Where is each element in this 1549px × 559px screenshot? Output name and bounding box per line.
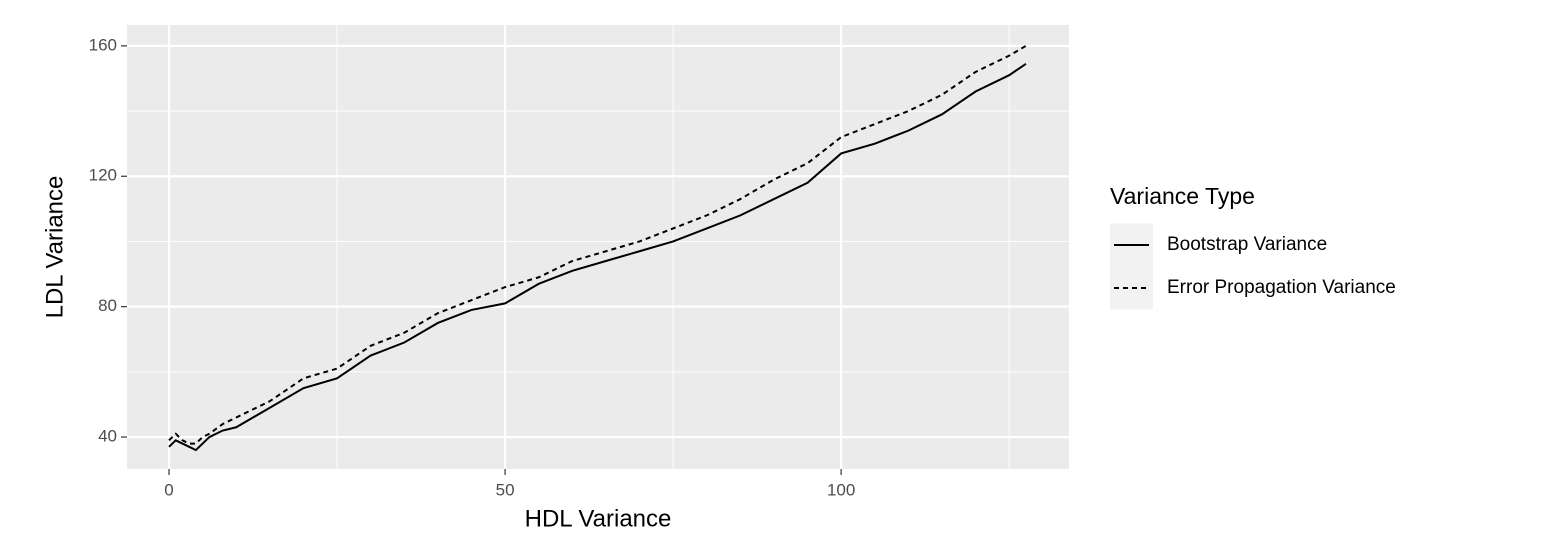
legend-title: Variance Type (1110, 183, 1255, 209)
x-tick-label: 100 (827, 480, 855, 499)
legend-label: Error Propagation Variance (1167, 277, 1396, 298)
x-tick-label: 0 (164, 480, 173, 499)
legend-label: Bootstrap Variance (1167, 234, 1327, 255)
y-tick-label: 120 (89, 166, 117, 185)
y-tick-label: 80 (98, 296, 117, 315)
series-line (168, 62, 1027, 452)
y-tick-label: 40 (98, 427, 117, 446)
x-axis-title: HDL Variance (525, 505, 672, 532)
y-tick-label: 160 (89, 35, 117, 54)
y-axis-title: LDL Variance (41, 176, 68, 319)
panel (127, 25, 1069, 469)
series-line (168, 44, 1027, 445)
x-tick-label: 50 (496, 480, 515, 499)
